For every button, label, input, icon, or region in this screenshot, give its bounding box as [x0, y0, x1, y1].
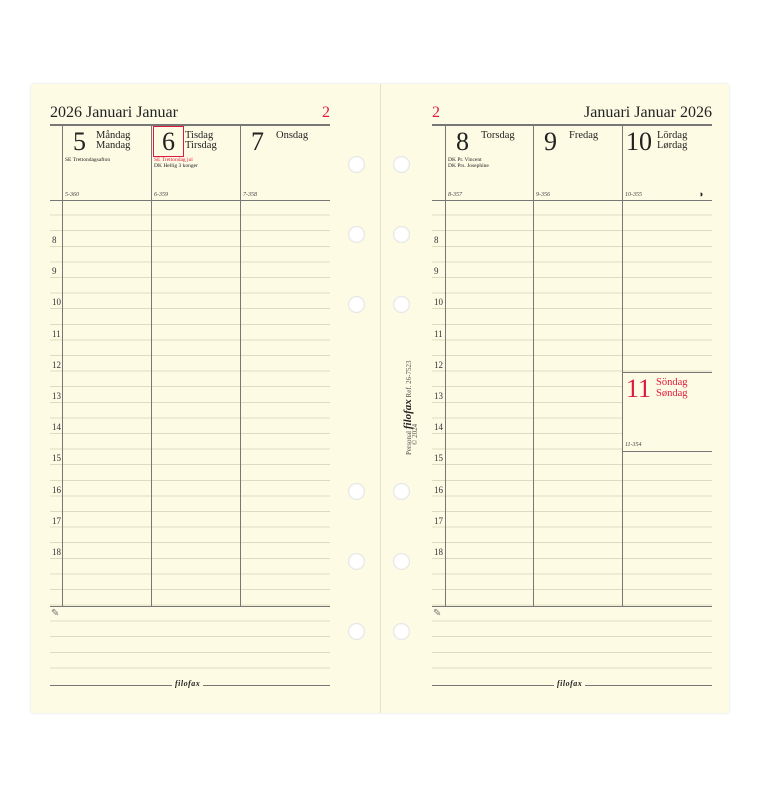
day-number: 5 — [73, 127, 86, 156]
column-divider — [533, 125, 534, 606]
day-count: 10-355 — [625, 192, 642, 198]
page-title: Januari Januar 2026 — [584, 104, 712, 121]
day-name: Onsdag — [276, 130, 309, 141]
day-name: Fredag — [569, 130, 599, 141]
hour-label: 14 — [52, 422, 61, 433]
day-header-rule — [432, 200, 712, 201]
hour-label: 10 — [434, 297, 443, 308]
hour-lines — [50, 200, 330, 606]
day-number: 9 — [544, 127, 557, 156]
sunday-number: 11 — [626, 374, 652, 403]
holiday-note: DK Hellig 3 konger — [154, 163, 198, 169]
notes-lines — [50, 606, 330, 670]
binder-hole — [348, 156, 365, 173]
day-count: 8-357 — [448, 192, 462, 198]
binder-hole — [348, 553, 365, 570]
column-divider — [151, 125, 152, 606]
hour-label: 14 — [434, 422, 443, 433]
day-header-rule — [50, 200, 330, 201]
sunday-name: Söndag — [656, 377, 688, 388]
binder-hole — [348, 296, 365, 313]
half-moon-icon: ◑ — [698, 189, 704, 199]
column-divider — [240, 125, 241, 606]
pencil-icon: ✎ — [51, 608, 60, 619]
spine-ref: Ref. 26-7523 — [405, 360, 413, 398]
hour-label: 10 — [52, 297, 61, 308]
header-rule — [432, 124, 712, 126]
day-number: 8 — [456, 127, 469, 156]
hour-label: 13 — [52, 391, 61, 401]
notes-lines — [432, 606, 712, 670]
day-name: Lördag — [657, 130, 688, 141]
pencil-icon: ✎ — [433, 608, 442, 619]
column-divider — [62, 125, 63, 606]
hour-label: 11 — [52, 328, 61, 339]
binder-hole — [393, 483, 410, 500]
center-fold — [380, 84, 381, 713]
day-number: 6 — [162, 127, 175, 156]
today-marker — [153, 126, 184, 157]
hour-label: 18 — [434, 547, 443, 557]
day-name-alt: Lørdag — [657, 140, 688, 151]
hour-label: 9 — [52, 266, 57, 277]
sunday-name-alt: Søndag — [656, 388, 688, 399]
spine-copyright: © 2024 — [411, 423, 419, 445]
week-number: 2 — [432, 104, 440, 121]
day-count: 7-358 — [243, 192, 257, 198]
week-number: 2 — [322, 104, 330, 121]
hour-label: 13 — [434, 391, 443, 401]
holiday-note: SE Trettondag jul — [154, 157, 193, 163]
binder-hole — [393, 156, 410, 173]
binder-hole — [348, 483, 365, 500]
binder-hole — [393, 623, 410, 640]
hour-label: 11 — [434, 328, 443, 339]
binder-hole — [393, 226, 410, 243]
day-number: 10 — [626, 127, 652, 156]
page-title: 2026 Januari Januar — [50, 104, 178, 121]
binder-hole — [393, 296, 410, 313]
day-name: Tisdag — [185, 130, 214, 141]
holiday-note: DK Pr. Vincent — [448, 157, 482, 163]
sunday-day-count: 11-354 — [625, 442, 642, 448]
hour-label: 15 — [52, 453, 61, 464]
holiday-note: SE Trettondagsafton — [65, 157, 111, 163]
hour-label: 17 — [434, 515, 443, 526]
day-name: Måndag — [96, 130, 131, 141]
day-number: 7 — [251, 127, 264, 156]
sunday-box — [623, 372, 712, 452]
day-count: 6-359 — [154, 192, 168, 198]
day-name-alt: Mandag — [96, 140, 131, 151]
hour-label: 12 — [52, 359, 61, 370]
binder-hole — [348, 226, 365, 243]
hour-label: 16 — [52, 484, 61, 495]
day-count: 5-360 — [65, 192, 79, 198]
binder-hole — [348, 623, 365, 640]
hour-label: 9 — [434, 266, 439, 277]
hour-label: 15 — [434, 453, 443, 464]
day-name-alt: Tirsdag — [185, 140, 217, 151]
binder-hole — [393, 553, 410, 570]
hour-label: 8 — [52, 235, 57, 245]
filofax-logo: filofax — [172, 679, 204, 688]
header-rule — [50, 124, 330, 126]
hour-label: 18 — [52, 547, 61, 557]
day-name: Torsdag — [481, 130, 515, 141]
holiday-note: DK Prs. Josephine — [448, 163, 489, 169]
column-divider — [622, 125, 623, 606]
hour-label: 8 — [434, 235, 439, 245]
filofax-logo: filofax — [554, 679, 586, 688]
hour-label: 12 — [434, 359, 443, 370]
hour-label: 16 — [434, 484, 443, 495]
day-count: 9-356 — [536, 192, 550, 198]
hour-label: 17 — [52, 515, 61, 526]
column-divider — [445, 125, 446, 606]
